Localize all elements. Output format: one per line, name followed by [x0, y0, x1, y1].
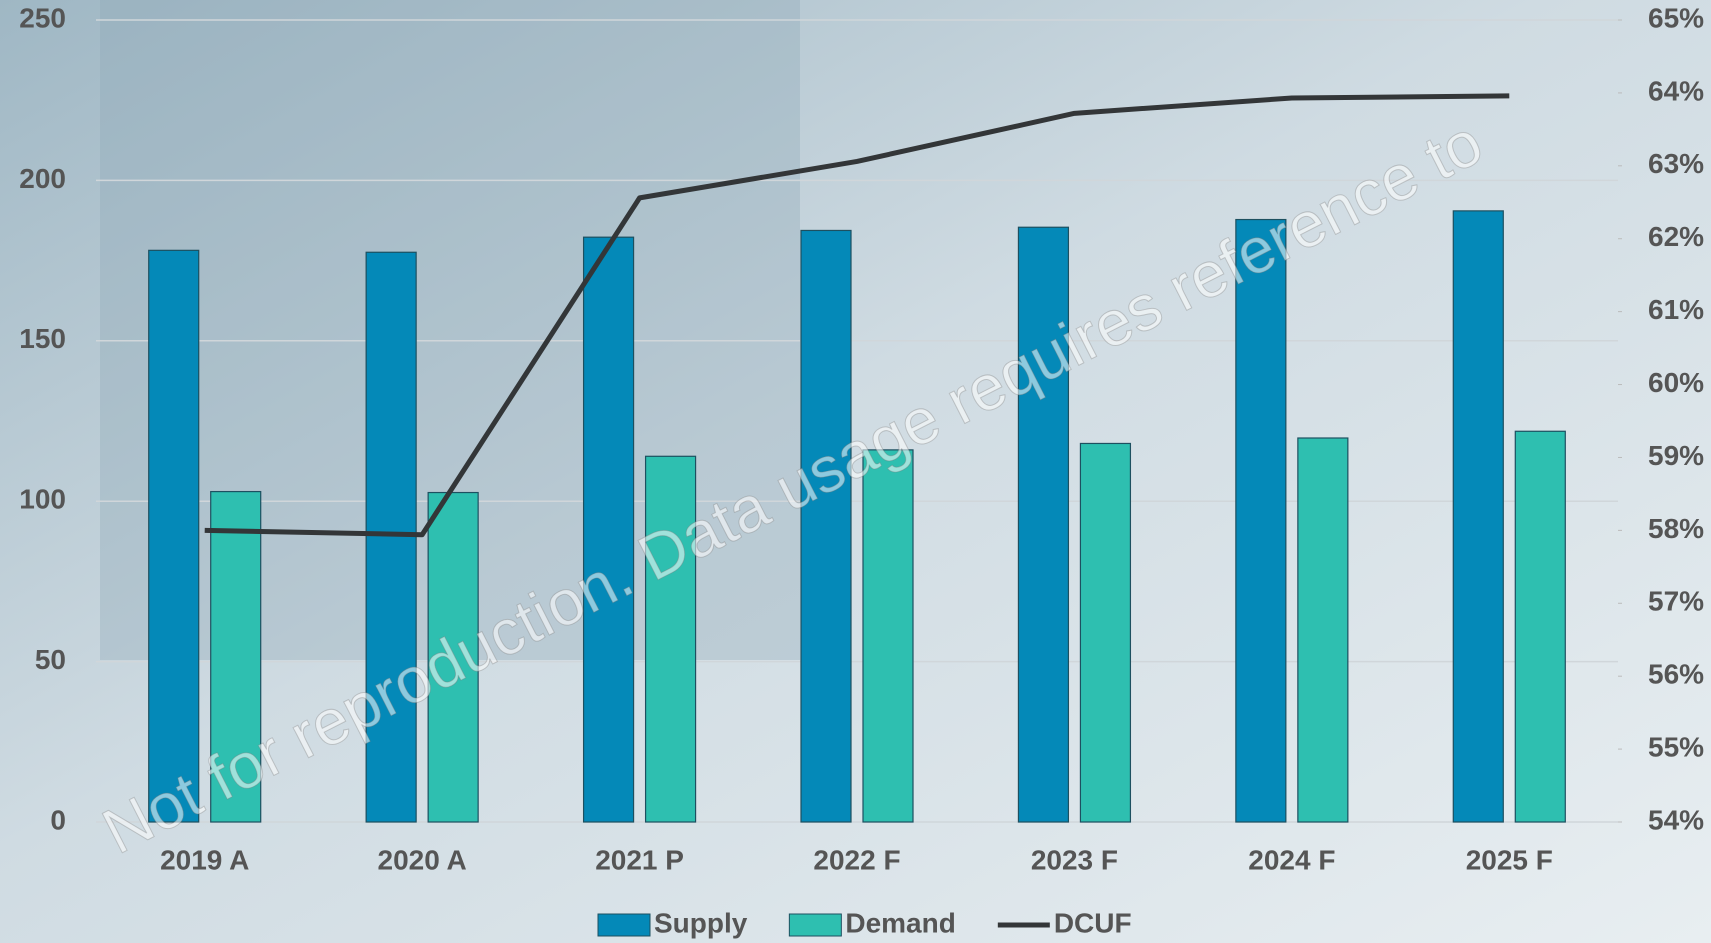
y2-tick-label: 56% [1648, 659, 1704, 690]
y2-tick-label: 60% [1648, 367, 1704, 398]
bar [1298, 438, 1348, 822]
y2-tick-label: 57% [1648, 586, 1704, 617]
bar [801, 230, 851, 822]
bar [1453, 211, 1503, 822]
y2-tick-label: 64% [1648, 75, 1704, 106]
x-tick-label: 2022 F [813, 844, 900, 875]
bar [1236, 220, 1286, 822]
y2-tick-label: 62% [1648, 221, 1704, 252]
y2-tick-label: 54% [1648, 804, 1704, 835]
y2-tick-label: 61% [1648, 294, 1704, 325]
y-tick-label: 150 [19, 323, 66, 354]
x-tick-label: 2020 A [378, 844, 467, 875]
y2-tick-label: 65% [1648, 2, 1704, 33]
y-tick-label: 100 [19, 484, 66, 515]
y2-tick-label: 55% [1648, 731, 1704, 762]
bar [1080, 443, 1130, 822]
legend-swatch [789, 914, 841, 936]
y-tick-label: 200 [19, 163, 66, 194]
bar [1515, 431, 1565, 822]
bar [584, 237, 634, 822]
x-tick-label: 2025 F [1466, 844, 1553, 875]
x-tick-label: 2023 F [1031, 844, 1118, 875]
x-tick-label: 2024 F [1248, 844, 1335, 875]
y2-tick-label: 58% [1648, 513, 1704, 544]
y2-tick-label: 59% [1648, 440, 1704, 471]
legend-label: DCUF [1054, 907, 1132, 938]
bar [863, 450, 913, 822]
chart: 0 50 100 150 200 250 54% 55% 56% 57% 58% 59% 60% 61% 6… [0, 0, 1711, 943]
y-tick-label: 250 [19, 2, 66, 33]
bar [149, 250, 199, 822]
x-tick-label: 2019 A [160, 844, 249, 875]
y-tick-label: 0 [50, 804, 66, 835]
y-tick-label: 50 [35, 644, 66, 675]
legend-swatch [598, 914, 650, 936]
legend-label: Demand [845, 907, 955, 938]
legend-label: Supply [654, 907, 748, 938]
y2-tick-label: 63% [1648, 148, 1704, 179]
x-tick-label: 2021 P [595, 844, 684, 875]
